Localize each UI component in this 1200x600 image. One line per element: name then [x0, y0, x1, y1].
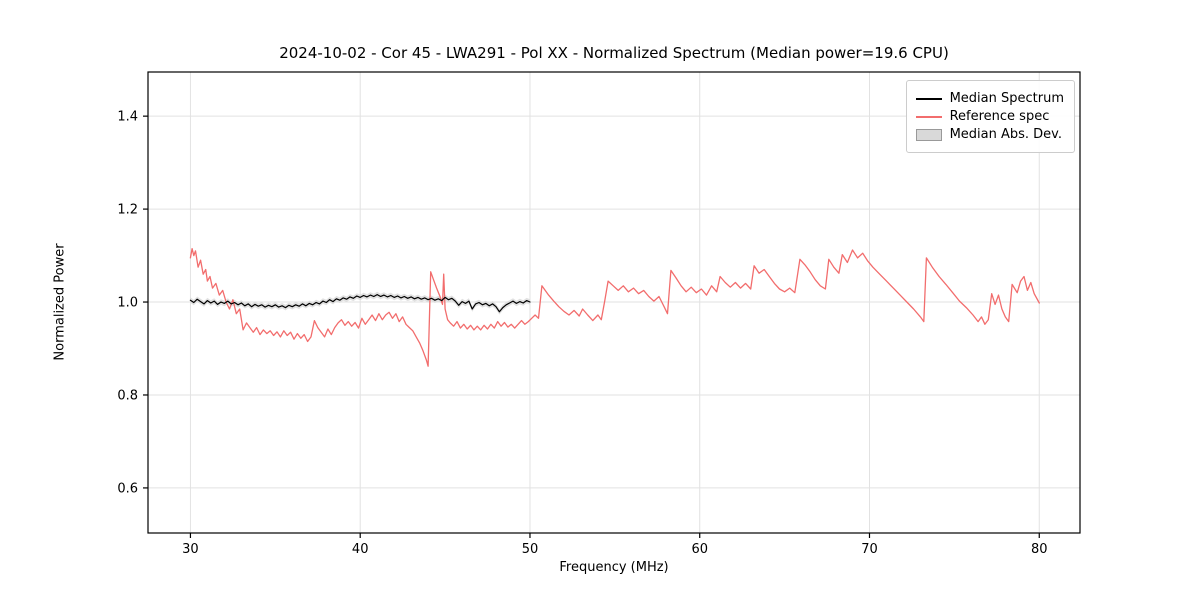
legend-label: Median Abs. Dev.	[949, 127, 1063, 142]
legend: Median Spectrum Reference spec Median Ab…	[905, 80, 1075, 153]
x-tick-label: 40	[352, 542, 369, 557]
y-tick-label: 1.2	[117, 203, 138, 218]
x-tick-label: 80	[1031, 542, 1048, 557]
x-tick-label: 60	[691, 542, 708, 557]
x-tick-label: 30	[182, 542, 199, 557]
legend-item-median-abs-dev: Median Abs. Dev.	[915, 127, 1064, 142]
median-spectrum-line-swatch	[915, 97, 942, 100]
y-tick-label: 1.0	[117, 296, 138, 311]
legend-label: Reference spec	[949, 109, 1050, 124]
legend-item-median-spectrum: Median Spectrum	[915, 91, 1064, 106]
x-axis-label: Frequency (MHz)	[559, 560, 669, 575]
median-abs-dev-patch-swatch	[915, 128, 942, 141]
x-tick-label: 50	[522, 542, 539, 557]
y-tick-label: 0.6	[117, 481, 138, 496]
plot-title: 2024-10-02 - Cor 45 - LWA291 - Pol XX - …	[279, 44, 949, 62]
x-tick-label: 70	[861, 542, 878, 557]
legend-item-reference-spec: Reference spec	[915, 109, 1064, 124]
y-tick-label: 1.4	[117, 110, 138, 125]
y-tick-label: 0.8	[117, 388, 138, 403]
reference-spec-line	[189, 247, 1040, 367]
legend-label: Median Spectrum	[949, 91, 1064, 106]
reference-spec-line-swatch	[915, 115, 942, 118]
median-spectrum-line	[189, 294, 531, 313]
